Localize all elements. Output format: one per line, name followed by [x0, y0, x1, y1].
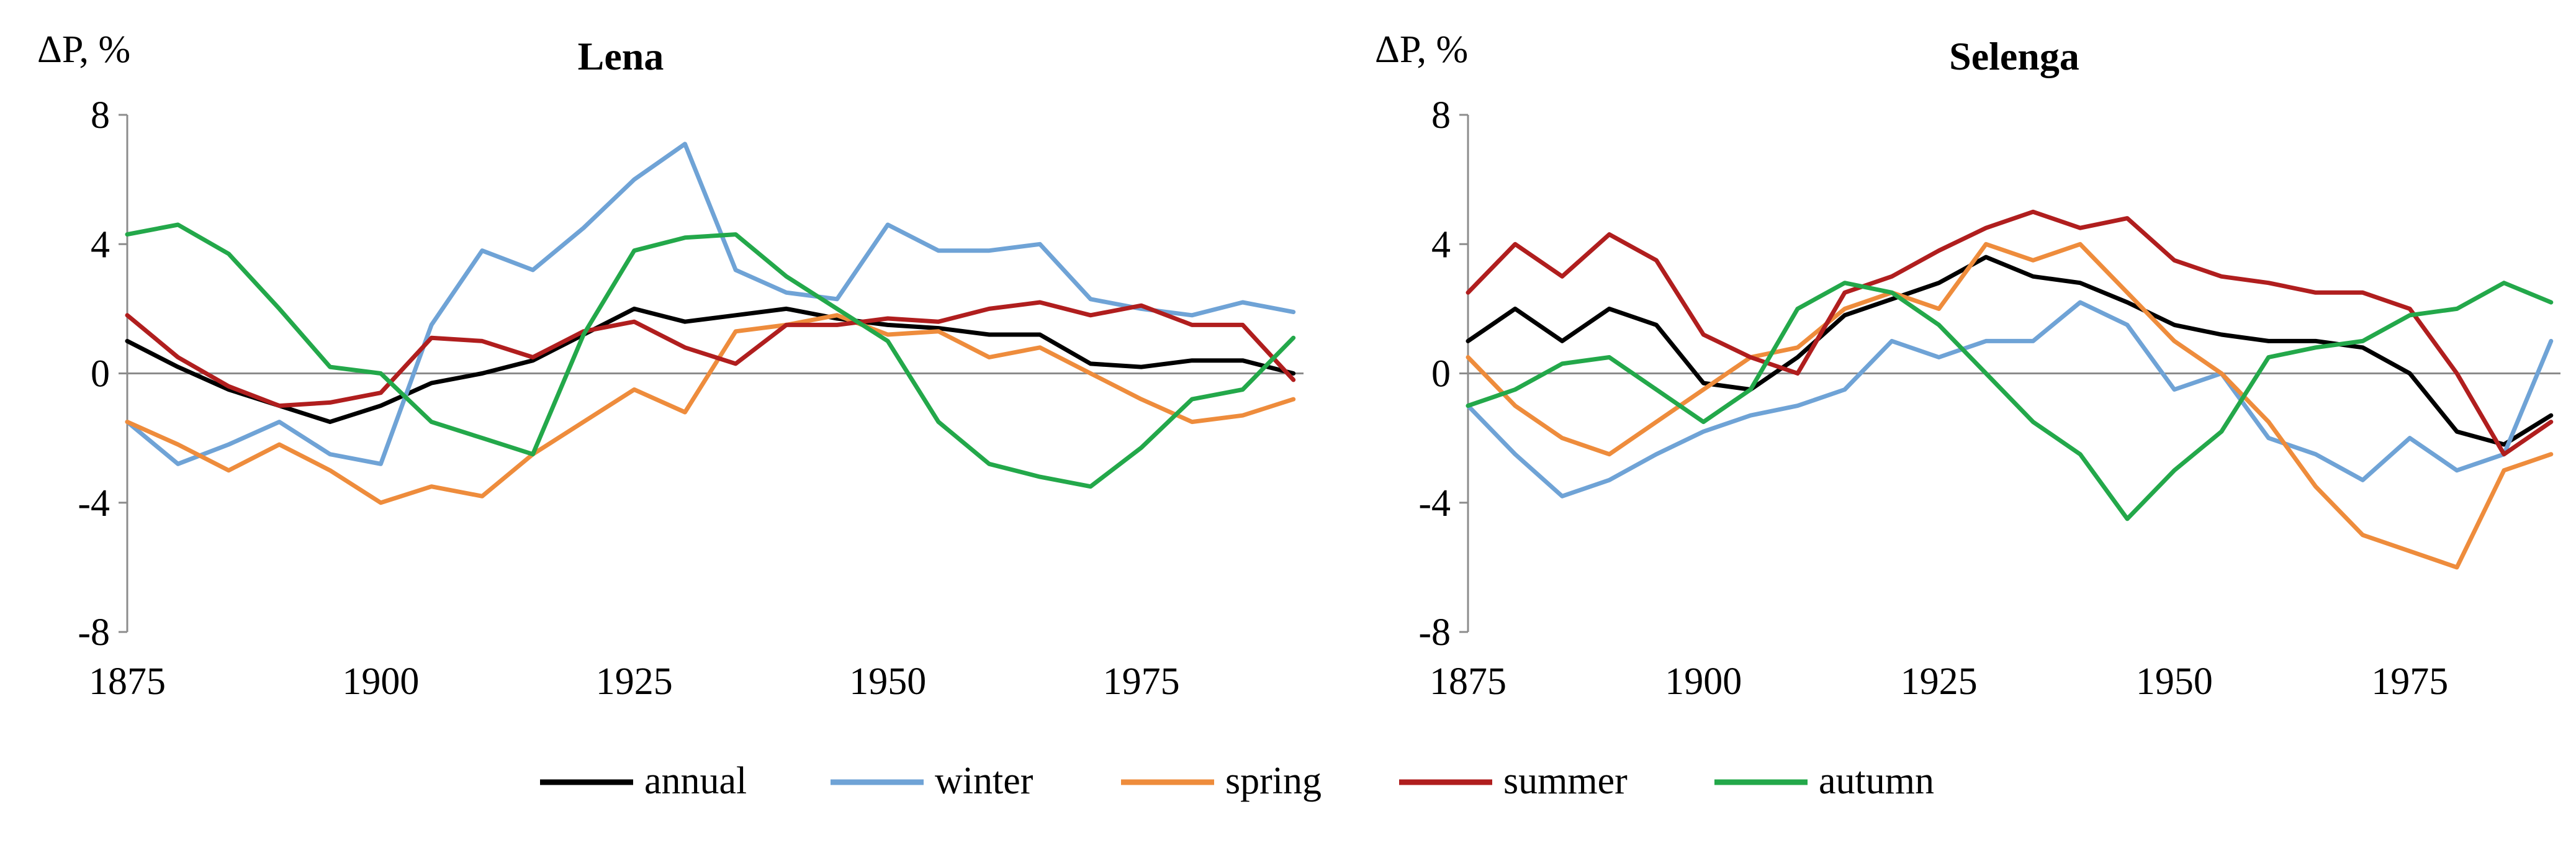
legend-item-summer: summer	[1399, 760, 1628, 802]
y-tick-label: -8	[1418, 611, 1451, 654]
x-tick-label: 1925	[596, 661, 673, 703]
series-line-autumn	[1466, 281, 2554, 521]
y-tick-label: -4	[78, 482, 110, 525]
series-line-summer	[125, 300, 1296, 408]
x-tick-label: 1900	[1665, 661, 1742, 703]
chart-title: Selenga	[1949, 34, 2079, 78]
y-axis-label: ΔP, %	[1375, 29, 1468, 71]
legend-item-annual: annual	[540, 760, 747, 802]
x-tick-label: 1950	[2136, 661, 2213, 703]
x-tick-label: 1900	[342, 661, 419, 703]
chart-title: Lena	[578, 34, 664, 78]
series-line-spring	[1466, 241, 2554, 570]
legend-item-spring: spring	[1121, 760, 1322, 802]
y-tick-label: -8	[78, 611, 110, 654]
series-line-annual	[1466, 255, 2554, 447]
series-line-spring	[125, 313, 1296, 505]
x-tick-label: 1925	[1901, 661, 1978, 703]
y-tick-label: 0	[91, 353, 110, 395]
series-line-winter	[125, 142, 1296, 466]
x-tick-label: 1875	[1430, 661, 1506, 703]
y-tick-label: 8	[1431, 94, 1451, 137]
y-tick-label: 0	[1431, 353, 1451, 395]
series-line-autumn	[125, 222, 1296, 489]
legend-label: spring	[1225, 760, 1322, 802]
series-line-summer	[1466, 209, 2554, 457]
chart-panel-lena: ΔP, % Lena 8 4 0 -4 -8 1875 1900 1925 1950 1975	[37, 29, 1304, 703]
legend-label: winter	[935, 760, 1034, 802]
legend-item-autumn: autumn	[1714, 760, 1934, 802]
x-tick-label: 1975	[1103, 661, 1180, 703]
x-tick-label: 1975	[2371, 661, 2448, 703]
legend-label: autumn	[1819, 760, 1934, 802]
x-tick-label: 1875	[89, 661, 166, 703]
y-tick-label: 4	[1431, 223, 1451, 266]
legend-label: summer	[1503, 760, 1628, 802]
y-tick-label: 8	[91, 94, 110, 137]
y-tick-label: 4	[91, 223, 110, 266]
y-axis-label: ΔP, %	[37, 29, 130, 71]
x-tick-label: 1950	[849, 661, 926, 703]
y-tick-label: -4	[1418, 482, 1451, 525]
legend: annual winter spring summer autumn	[540, 760, 1934, 802]
chart-panel-selenga: ΔP, % Selenga 8 4 0 -4 -8 1875 1900 1925 1950 197…	[1375, 29, 2560, 703]
series-line-annual	[125, 306, 1296, 425]
legend-label: annual	[644, 760, 747, 802]
series-line-winter	[1466, 300, 2554, 498]
legend-item-winter: winter	[831, 760, 1034, 802]
